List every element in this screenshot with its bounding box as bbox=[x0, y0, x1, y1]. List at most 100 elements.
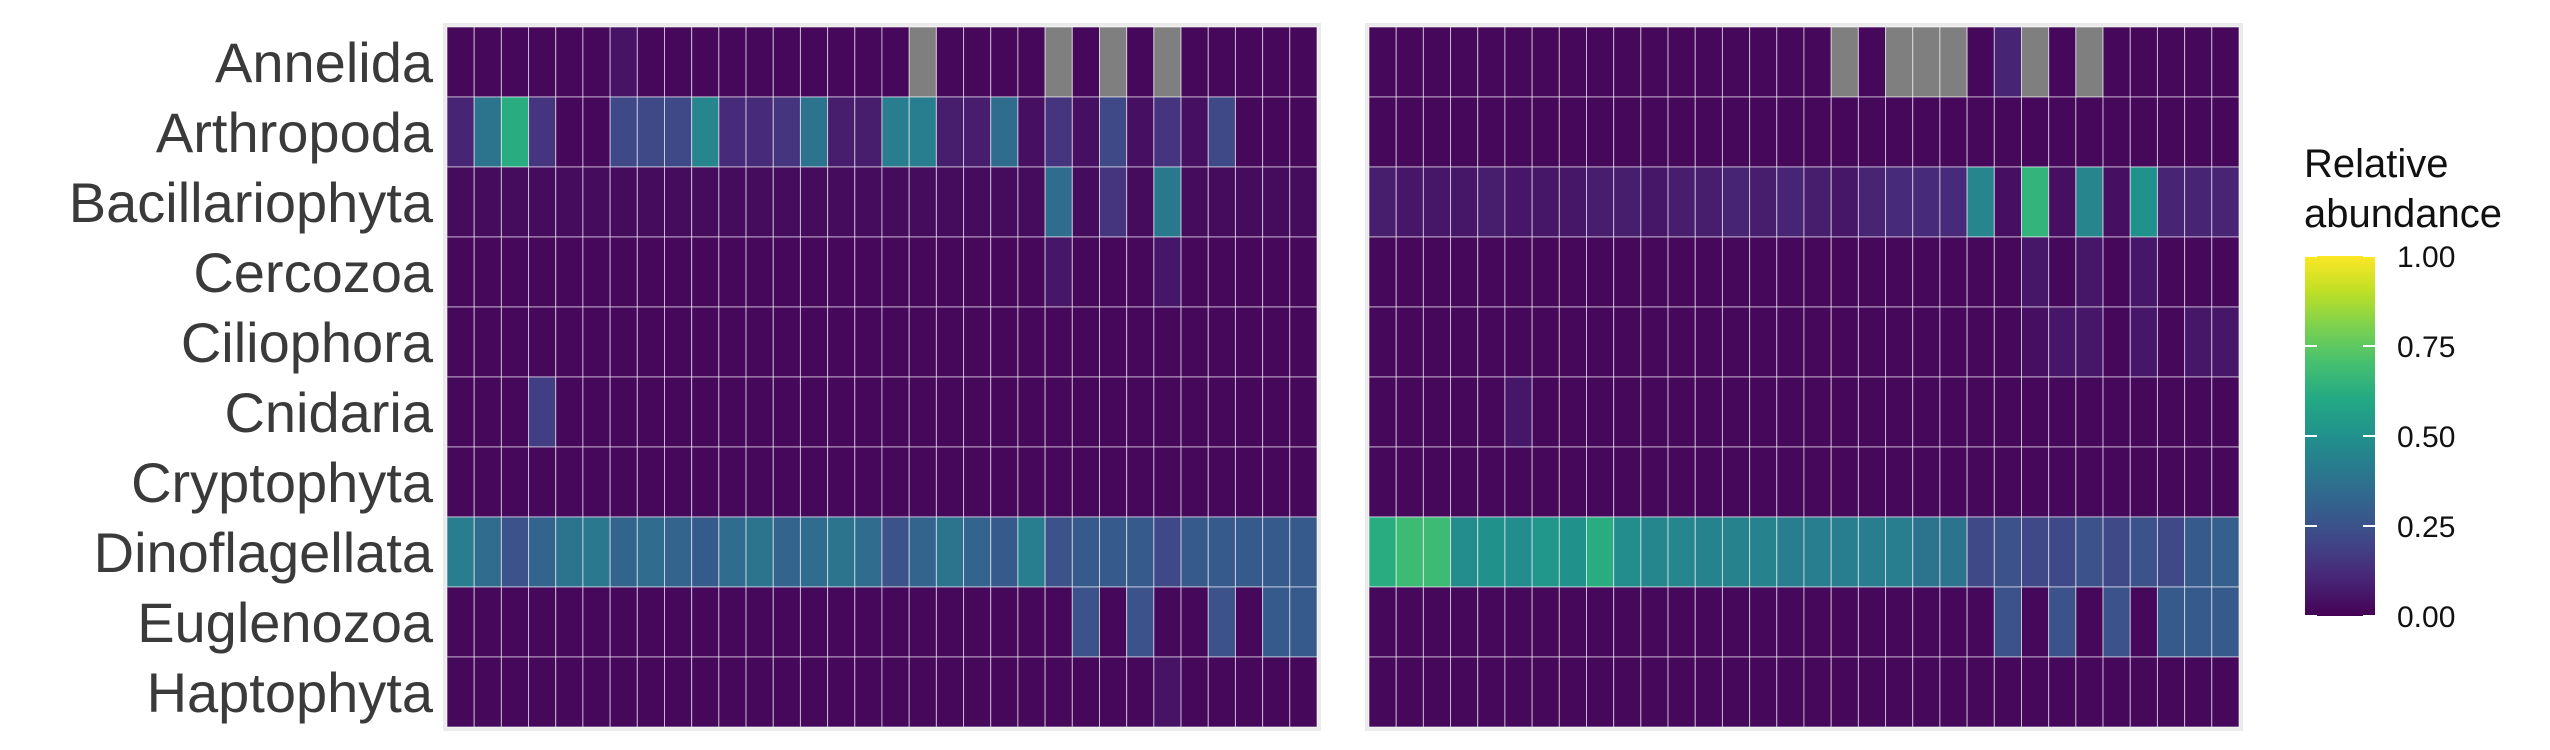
heatmap-cell bbox=[1830, 236, 1859, 308]
heatmap-cell bbox=[718, 166, 747, 238]
heatmap-cell bbox=[1395, 236, 1424, 308]
heatmap-cell bbox=[1289, 656, 1318, 728]
heatmap-cell bbox=[1640, 656, 1669, 728]
heatmap-cell bbox=[1749, 516, 1778, 588]
heatmap-cell bbox=[664, 516, 693, 588]
heatmap-cell bbox=[1586, 586, 1615, 658]
heatmap-cell bbox=[990, 236, 1019, 308]
heatmap-cell bbox=[2211, 656, 2240, 728]
heatmap-cell bbox=[2211, 306, 2240, 378]
heatmap-cell bbox=[1694, 376, 1723, 448]
heatmap-cell bbox=[1071, 26, 1101, 98]
heatmap-cell bbox=[854, 446, 883, 518]
heatmap-cell bbox=[827, 586, 856, 658]
heatmap-cell bbox=[2075, 236, 2104, 308]
heatmap-cell bbox=[1749, 166, 1778, 238]
heatmap-cell bbox=[1857, 516, 1887, 588]
heatmap-cell bbox=[799, 236, 829, 308]
heatmap-cell bbox=[1966, 26, 1995, 98]
heatmap-cell bbox=[609, 586, 638, 658]
heatmap-cell bbox=[1368, 376, 1397, 448]
heatmap-cell bbox=[1207, 586, 1236, 658]
heatmap-cell bbox=[908, 96, 937, 168]
heatmap-cell bbox=[1071, 376, 1101, 448]
heatmap-cell bbox=[473, 306, 502, 378]
heatmap-cell bbox=[1180, 236, 1209, 308]
heatmap-cell bbox=[827, 516, 856, 588]
heatmap-cell bbox=[555, 306, 584, 378]
heatmap-cell bbox=[636, 516, 665, 588]
heatmap-cell bbox=[1857, 306, 1887, 378]
heatmap-cell bbox=[1262, 236, 1291, 308]
heatmap-cell bbox=[2021, 516, 2050, 588]
heatmap-cell bbox=[1531, 306, 1560, 378]
heatmap-cell bbox=[691, 516, 720, 588]
heatmap-cell bbox=[2075, 166, 2104, 238]
heatmap-cell bbox=[555, 656, 584, 728]
heatmap-cell bbox=[1993, 26, 2023, 98]
heatmap-cell bbox=[1667, 26, 1696, 98]
heatmap-cell bbox=[1126, 516, 1155, 588]
heatmap-cell bbox=[500, 516, 530, 588]
heatmap-cell bbox=[1531, 96, 1560, 168]
heatmap-cell bbox=[1153, 446, 1182, 518]
heatmap-cell bbox=[799, 656, 829, 728]
heatmap-cell bbox=[935, 96, 965, 168]
heatmap-cell bbox=[691, 376, 720, 448]
heatmap-cell bbox=[1531, 376, 1560, 448]
heatmap-cell bbox=[1640, 166, 1669, 238]
heatmap-cell bbox=[908, 656, 937, 728]
heatmap-cell bbox=[1966, 446, 1995, 518]
heatmap-cell bbox=[1234, 236, 1264, 308]
heatmap-cell bbox=[1586, 26, 1615, 98]
heatmap-cell bbox=[1071, 516, 1101, 588]
heatmap-cell bbox=[1099, 96, 1128, 168]
heatmap-cell bbox=[1558, 306, 1588, 378]
heatmap-cell bbox=[1422, 656, 1452, 728]
heatmap-cell bbox=[990, 446, 1019, 518]
heatmap-cell bbox=[1234, 306, 1264, 378]
heatmap-cell bbox=[636, 446, 665, 518]
heatmap-cell bbox=[1450, 26, 1479, 98]
heatmap-cell bbox=[636, 376, 665, 448]
heatmap-cell bbox=[1721, 236, 1751, 308]
heatmap-cell bbox=[1721, 516, 1751, 588]
heatmap-cell bbox=[1721, 96, 1751, 168]
heatmap-cell bbox=[935, 26, 965, 98]
heatmap-cell bbox=[827, 166, 856, 238]
heatmap-cell bbox=[1749, 446, 1778, 518]
heatmap-cell bbox=[1368, 96, 1397, 168]
heatmap-cell bbox=[718, 656, 747, 728]
heatmap-cell bbox=[500, 376, 530, 448]
heatmap-cell bbox=[854, 656, 883, 728]
heatmap-cell bbox=[718, 236, 747, 308]
heatmap-cell bbox=[2211, 26, 2240, 98]
heatmap-cell bbox=[1422, 516, 1452, 588]
legend-tick-label: 0.50 bbox=[2397, 421, 2455, 454]
heatmap-cell bbox=[2102, 236, 2131, 308]
heatmap-cell bbox=[963, 376, 992, 448]
heatmap-cell bbox=[1017, 26, 1046, 98]
heatmap-cell bbox=[446, 656, 475, 728]
heatmap-cell bbox=[1368, 26, 1397, 98]
heatmap-cell bbox=[1044, 516, 1073, 588]
row-label-ciliophora: Ciliophora bbox=[181, 311, 434, 374]
heatmap-cell bbox=[1207, 446, 1236, 518]
heatmap-cell bbox=[2075, 376, 2104, 448]
heatmap-cell bbox=[1207, 236, 1236, 308]
heatmap-cell bbox=[745, 96, 774, 168]
heatmap-cell bbox=[1939, 166, 1968, 238]
heatmap-cell bbox=[636, 586, 665, 658]
heatmap-cell bbox=[745, 656, 774, 728]
heatmap-cell bbox=[1126, 656, 1155, 728]
heatmap-cell bbox=[1477, 446, 1506, 518]
heatmap-cell bbox=[935, 586, 965, 658]
heatmap-cell bbox=[854, 96, 883, 168]
heatmap-cell bbox=[827, 306, 856, 378]
heatmap-cell bbox=[582, 236, 611, 308]
heatmap-cell bbox=[1830, 96, 1859, 168]
heatmap-cell bbox=[990, 166, 1019, 238]
heatmap-cell bbox=[2184, 236, 2213, 308]
heatmap-cell bbox=[718, 586, 747, 658]
